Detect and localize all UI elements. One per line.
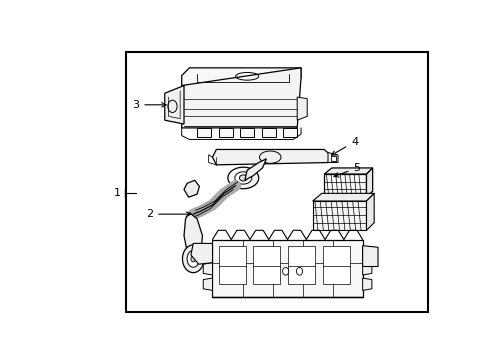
Polygon shape (183, 213, 202, 257)
Polygon shape (212, 149, 329, 165)
Polygon shape (312, 201, 366, 230)
Polygon shape (182, 68, 301, 128)
Polygon shape (203, 247, 212, 260)
Polygon shape (283, 128, 297, 137)
Bar (322, 246, 349, 267)
Ellipse shape (282, 267, 288, 275)
Ellipse shape (227, 167, 258, 189)
Bar (253, 246, 280, 267)
Polygon shape (197, 128, 210, 137)
Ellipse shape (190, 256, 195, 262)
Text: 4: 4 (331, 137, 358, 155)
Polygon shape (312, 193, 373, 201)
Polygon shape (327, 153, 337, 163)
Bar (218, 246, 245, 267)
Text: 1: 1 (114, 188, 121, 198)
Polygon shape (212, 239, 362, 297)
Ellipse shape (296, 267, 302, 275)
Polygon shape (362, 278, 371, 291)
Bar (253, 266, 280, 284)
Polygon shape (203, 278, 212, 291)
Bar (330, 156, 335, 161)
Polygon shape (362, 246, 377, 266)
Polygon shape (324, 168, 372, 174)
Bar (126, 51, 427, 312)
Polygon shape (240, 128, 254, 137)
Polygon shape (366, 193, 373, 230)
Ellipse shape (239, 175, 246, 181)
Text: 5: 5 (333, 163, 360, 177)
Text: 3: 3 (132, 100, 166, 110)
Polygon shape (244, 159, 266, 180)
Ellipse shape (234, 172, 251, 184)
Polygon shape (183, 180, 199, 197)
Polygon shape (190, 243, 212, 264)
Polygon shape (164, 86, 183, 124)
Bar (322, 266, 349, 284)
Polygon shape (324, 174, 366, 197)
Polygon shape (218, 128, 232, 137)
Ellipse shape (182, 245, 203, 273)
Bar (218, 266, 245, 284)
Polygon shape (203, 263, 212, 275)
Polygon shape (366, 168, 372, 197)
Ellipse shape (187, 250, 199, 267)
Polygon shape (362, 247, 371, 260)
Text: 2: 2 (146, 209, 190, 219)
Bar (287, 266, 314, 284)
Polygon shape (182, 68, 301, 86)
Polygon shape (362, 263, 371, 275)
Polygon shape (297, 97, 306, 120)
Bar (287, 246, 314, 267)
Polygon shape (261, 128, 275, 137)
